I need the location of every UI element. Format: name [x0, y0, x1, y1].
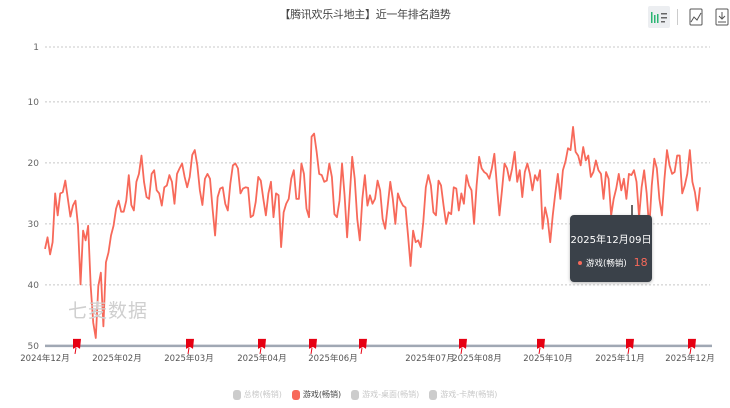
x-tick-label: 2025年03月	[164, 353, 213, 364]
y-tick-label: 40	[28, 281, 40, 291]
legend-item-games[interactable]: 游戏(畅销)	[291, 389, 342, 400]
flag-pole	[538, 347, 541, 354]
series-line	[44, 126, 701, 339]
y-tick-label: 30	[28, 220, 40, 230]
legend: 总榜(畅销) 游戏(畅销) 游戏-桌面(畅销) 游戏-卡牌(畅销)	[0, 389, 730, 400]
tooltip-value: 18	[633, 256, 648, 269]
y-tick-label: 20	[28, 159, 40, 169]
watermark: 七麦数据	[68, 300, 149, 322]
flag-body	[186, 338, 194, 349]
legend-label: 游戏(畅销)	[302, 390, 342, 399]
toolbar-divider	[677, 9, 678, 25]
flag-body	[626, 338, 634, 349]
legend-swatch-icon	[429, 389, 438, 400]
x-tick-label: 2025年10月	[523, 353, 572, 364]
x-tick-label: 2024年12月	[20, 353, 69, 364]
x-tick-label: 2025年02月	[92, 353, 141, 364]
download-button[interactable]	[711, 6, 730, 28]
flag-pole	[689, 347, 692, 354]
event-flag-icon	[309, 338, 317, 354]
flag-pole	[460, 347, 463, 354]
flag-body	[309, 338, 317, 349]
flag-body	[537, 338, 545, 349]
y-tick-label: 10	[28, 98, 40, 108]
x-tick-label: 2025年07月	[405, 353, 454, 364]
tooltip-row: 游戏(畅销) 18	[578, 256, 648, 269]
bar-list-toggle-icon	[651, 12, 667, 23]
legend-label: 总榜(畅销)	[243, 390, 282, 399]
tooltip-date: 2025年12月09日	[570, 235, 652, 246]
bar-list-toggle-button[interactable]	[648, 6, 670, 28]
legend-item-overall[interactable]: 总榜(畅销)	[232, 389, 282, 400]
legend-swatch-icon	[291, 389, 300, 400]
y-tick-label: 50	[28, 342, 40, 352]
flag-pole	[259, 347, 262, 354]
flag-body	[688, 338, 696, 349]
event-flag-icon	[258, 338, 266, 354]
image-icon	[689, 8, 703, 26]
series-dot-icon	[578, 260, 582, 265]
event-flag-icon	[73, 338, 81, 354]
flag-pole	[74, 347, 77, 354]
event-flag-icon	[359, 338, 367, 354]
y-tick-label: 1	[33, 43, 39, 53]
flag-pole	[187, 347, 190, 354]
flag-pole	[360, 347, 363, 354]
event-flag-icon	[688, 338, 696, 354]
event-flag-icon	[626, 338, 634, 354]
event-flag-icon	[186, 338, 194, 354]
chart-toolbar	[648, 6, 730, 28]
legend-label: 游戏-桌面(畅销)	[362, 390, 420, 399]
legend-item-games-board[interactable]: 游戏-桌面(畅销)	[351, 389, 419, 400]
tooltip-series: 游戏(畅销)	[586, 258, 627, 269]
x-tick-label: 2025年11月	[595, 353, 644, 364]
flag-body	[459, 338, 467, 349]
x-tick-label: 2025年04月	[237, 353, 286, 364]
chart-title: 【腾讯欢乐斗地主】近一年排名趋势	[279, 8, 451, 21]
flag-pole	[627, 347, 630, 354]
x-tick-label: 2025年12月	[665, 353, 714, 364]
flag-body	[359, 338, 367, 349]
flag-pole	[310, 347, 313, 354]
tooltip: 2025年12月09日 游戏(畅销) 18	[570, 215, 652, 282]
flag-body	[258, 338, 266, 349]
x-tick-label: 2025年08月	[452, 353, 501, 364]
event-flag-icon	[459, 338, 467, 354]
legend-swatch-icon	[351, 389, 360, 400]
event-flag-icon	[537, 338, 545, 354]
legend-swatch-icon	[232, 389, 241, 400]
legend-item-games-card[interactable]: 游戏-卡牌(畅销)	[429, 389, 497, 400]
download-icon	[715, 8, 729, 26]
legend-label: 游戏-卡牌(畅销)	[440, 390, 498, 399]
x-tick-label: 2025年06月	[308, 353, 357, 364]
save-image-button[interactable]	[685, 6, 707, 28]
flag-body	[73, 338, 81, 349]
